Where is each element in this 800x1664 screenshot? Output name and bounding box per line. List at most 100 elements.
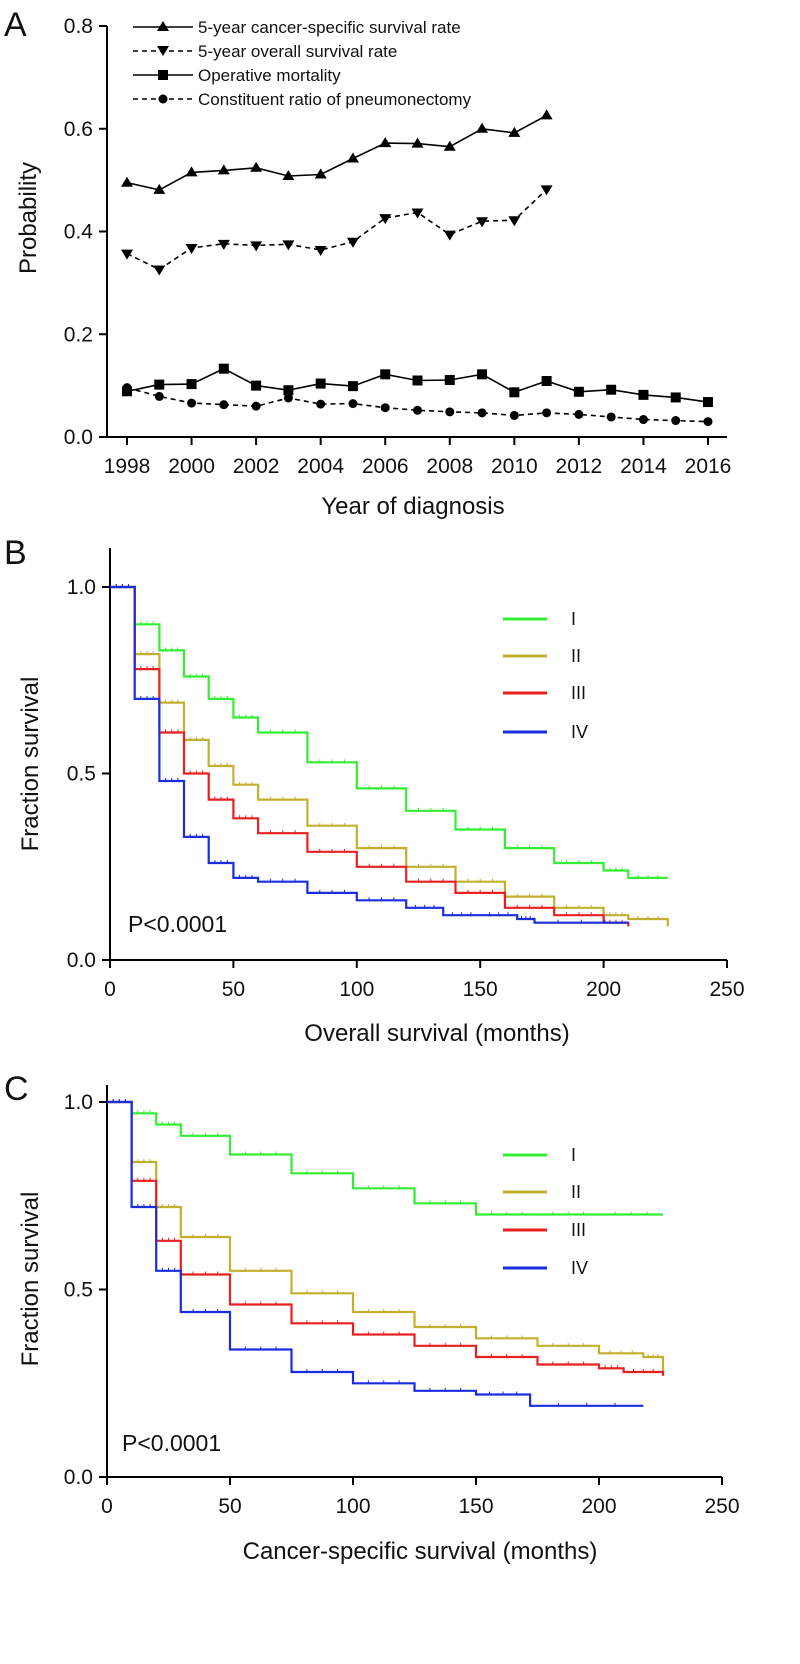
data-point-triangle-down	[185, 243, 198, 254]
data-point-square	[315, 378, 326, 389]
data-point-triangle-up	[379, 137, 392, 148]
data-point-square	[670, 392, 681, 403]
legend-entry-cancer-specific: 5-year cancer-specific survival rate	[133, 18, 461, 37]
panel-c-y-axis-title: Fraction survival	[17, 1192, 44, 1367]
panel-c: C 0 50 100 150 200 250 0.0 0.5 1.0 Cancer-specif…	[4, 1070, 740, 1565]
survival-curve-stage-iv	[107, 1100, 644, 1407]
panel-b-x-axis-title: Overall survival (months)	[304, 1020, 569, 1047]
data-point-triangle-up	[314, 168, 327, 179]
data-point-circle	[316, 399, 326, 409]
panel-a-x-axis-title: Year of diagnosis	[321, 493, 504, 520]
data-point-triangle-up	[476, 122, 489, 133]
data-point-triangle-up	[153, 183, 166, 194]
y-tick-label: 1.0	[64, 1091, 93, 1114]
data-point-square	[444, 374, 455, 385]
data-point-triangle-up	[217, 164, 230, 175]
legend-label: III	[571, 683, 586, 703]
x-tick-label: 50	[222, 978, 245, 1001]
data-point-triangle-down	[153, 265, 166, 276]
data-point-circle	[606, 412, 616, 422]
y-tick-label: 0.2	[64, 323, 93, 346]
data-point-circle	[445, 407, 455, 417]
data-point-square	[251, 380, 262, 391]
x-tick-label: 0	[104, 978, 116, 1001]
survival-curve-stage-ii	[110, 585, 669, 927]
survival-curve-stage-iii	[110, 585, 630, 927]
x-tick-label: 1998	[104, 455, 151, 478]
data-point-square	[703, 397, 713, 408]
y-tick-label: 0.0	[64, 1466, 93, 1489]
y-tick-label: 1.0	[67, 576, 96, 599]
x-tick-label: 100	[339, 978, 374, 1001]
x-tick-label: 50	[218, 1495, 241, 1518]
panel-a-letter: A	[4, 6, 27, 44]
data-point-triangle-down	[217, 239, 230, 250]
legend-entry-pneumonectomy: Constituent ratio of pneumonectomy	[133, 90, 472, 109]
y-tick-label: 0.5	[64, 1279, 93, 1302]
series-line-triangle-down	[126, 188, 548, 271]
data-point-triangle-up	[411, 137, 424, 148]
panel-c-ticks: 0 50 100 150 200 250 0.0 0.5 1.0	[64, 1091, 740, 1518]
legend-entry-stage-ii: II	[503, 1182, 581, 1202]
data-point-triangle-down	[250, 241, 263, 252]
data-point-triangle-up	[121, 176, 133, 187]
panel-b: B 0 50 100 150 200 250 0.0 0.5 1.0 Overall survi…	[4, 534, 745, 1047]
data-point-circle	[380, 403, 390, 413]
x-tick-label: 100	[335, 1495, 370, 1518]
data-point-square	[541, 376, 552, 387]
data-point-triangle-down	[282, 240, 295, 251]
data-point-square	[509, 387, 520, 398]
panel-c-legend: I II III IV	[503, 1145, 588, 1278]
legend-label: I	[571, 1145, 576, 1165]
data-point-circle	[671, 416, 681, 426]
survival-curve-stage-iv	[110, 585, 629, 924]
panel-b-ticks: 0 50 100 150 200 250 0.0 0.5 1.0	[67, 576, 745, 1001]
panel-b-legend: I II III IV	[503, 609, 588, 742]
data-point-triangle-down	[346, 237, 359, 248]
data-point-triangle-down	[314, 245, 327, 256]
data-point-square	[218, 363, 229, 374]
legend-triangle-down-marker	[157, 46, 169, 56]
data-point-square	[347, 381, 358, 392]
data-point-triangle-down	[411, 208, 424, 219]
data-point-circle	[542, 408, 552, 418]
data-point-square	[283, 385, 294, 396]
data-point-circle	[154, 391, 164, 401]
survival-curve-stage-i	[107, 1100, 663, 1216]
data-point-circle	[703, 417, 713, 427]
x-tick-label: 250	[704, 1495, 739, 1518]
panel-a-plot-area	[121, 109, 713, 427]
data-point-circle	[509, 410, 519, 420]
panel-b-letter: B	[4, 534, 27, 572]
data-point-circle	[219, 400, 229, 410]
data-point-triangle-down	[540, 185, 553, 196]
legend-label: II	[571, 1182, 581, 1202]
panel-c-letter: C	[4, 1070, 29, 1108]
x-tick-label: 2006	[362, 455, 409, 478]
data-point-circle	[413, 405, 422, 415]
legend-square-marker	[158, 70, 168, 80]
panel-b-plot-area	[110, 584, 669, 927]
data-point-square	[380, 369, 391, 380]
legend-label: III	[571, 1220, 586, 1240]
panel-c-p-value: P<0.0001	[122, 1430, 221, 1456]
series-line-circle	[126, 386, 709, 423]
x-tick-label: 150	[463, 978, 498, 1001]
legend-label: II	[571, 646, 581, 666]
data-point-circle	[122, 383, 132, 393]
data-point-circle	[477, 408, 487, 418]
data-point-triangle-up	[346, 152, 359, 163]
data-point-circle	[348, 399, 358, 409]
x-tick-label: 2010	[491, 455, 538, 478]
panel-c-x-axis-title: Cancer-specific survival (months)	[243, 1538, 598, 1565]
data-point-square	[573, 386, 584, 397]
legend-triangle-up-marker	[157, 21, 169, 31]
panel-a-ticks: 1998 2000 2002 2004 2006 2008 2010 2012 2014 2016…	[64, 15, 732, 478]
data-point-triangle-up	[540, 109, 553, 120]
legend-entry-overall: 5-year overall survival rate	[133, 42, 397, 61]
x-tick-label: 2008	[426, 455, 473, 478]
x-tick-label: 150	[458, 1495, 493, 1518]
legend-entry-stage-i: I	[503, 609, 576, 629]
y-tick-label: 0.5	[67, 763, 96, 786]
